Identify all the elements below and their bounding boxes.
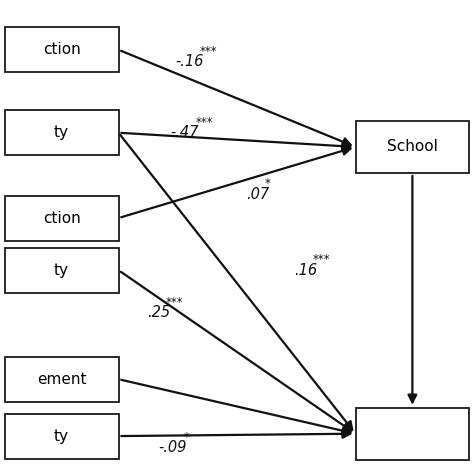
Text: -.09: -.09 (159, 440, 187, 456)
FancyBboxPatch shape (356, 408, 469, 460)
Text: ction: ction (43, 210, 81, 226)
FancyBboxPatch shape (5, 247, 118, 292)
FancyBboxPatch shape (5, 356, 118, 402)
Text: ction: ction (43, 42, 81, 57)
FancyBboxPatch shape (5, 413, 118, 459)
Text: ty: ty (54, 428, 69, 444)
FancyBboxPatch shape (5, 27, 118, 72)
Text: .07: .07 (246, 187, 270, 202)
Text: .16: .16 (294, 263, 317, 278)
FancyBboxPatch shape (5, 110, 118, 155)
Text: ***: *** (200, 45, 218, 58)
Text: ty: ty (54, 125, 69, 140)
FancyBboxPatch shape (356, 121, 469, 173)
Text: -.47: -.47 (171, 125, 199, 140)
Text: ty: ty (54, 263, 69, 278)
Text: ***: *** (195, 116, 213, 129)
Text: ement: ement (37, 372, 86, 387)
Text: ***: *** (312, 253, 330, 266)
Text: School: School (387, 139, 438, 155)
Text: ***: *** (165, 296, 183, 309)
Text: .25: .25 (147, 305, 170, 320)
FancyBboxPatch shape (5, 195, 118, 241)
Text: *: * (265, 177, 271, 191)
Text: *: * (183, 431, 189, 444)
Text: -.16: -.16 (175, 54, 204, 69)
